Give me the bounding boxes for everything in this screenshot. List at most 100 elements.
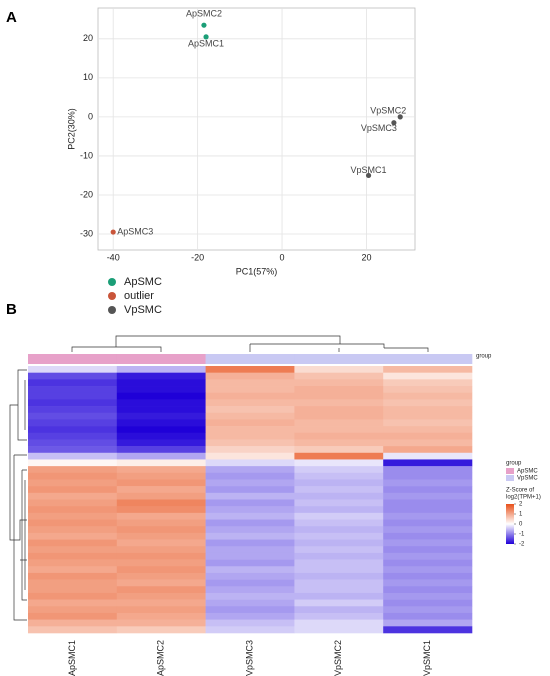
heatmap-cell [294, 459, 384, 467]
heatmap-cell [28, 366, 118, 373]
heatmap-cell [28, 472, 118, 480]
heatmap-cell [205, 526, 295, 534]
heatmap-cell [116, 546, 206, 554]
heatmap-cell [383, 406, 473, 414]
heatmap-cell [205, 406, 295, 414]
column-label: VpSMC1 [422, 640, 432, 676]
y-tick-label: 0 [88, 111, 93, 121]
legend-dot [108, 306, 116, 314]
heatmap-cell [205, 432, 295, 440]
heatmap-cell [205, 412, 295, 420]
colorbar-title: Z-Score of [506, 488, 534, 494]
heatmap-cell [383, 379, 473, 387]
heatmap-cell [28, 506, 118, 514]
heatmap-cell [28, 479, 118, 487]
heatmap-cell [294, 546, 384, 554]
heatmap-cell [294, 372, 384, 380]
heatmap-cell [205, 486, 295, 494]
heatmap-cell [116, 566, 206, 574]
colorbar [506, 504, 514, 544]
legend-swatch [506, 468, 514, 474]
heatmap-cell [116, 399, 206, 407]
point [365, 172, 372, 179]
heatmap-cell [383, 592, 473, 600]
heatmap-cell [205, 532, 295, 540]
heatmap-cell [294, 566, 384, 574]
point [203, 34, 209, 40]
heatmap-cell [383, 432, 473, 440]
colorbar-title: log2(TPM+1) [506, 495, 541, 501]
heatmap-cell [383, 539, 473, 547]
colorbar-tick-label: -1 [519, 532, 525, 538]
heatmap-cell [28, 579, 118, 587]
heatmap-cell [383, 552, 473, 560]
heatmap-cell [116, 366, 206, 373]
heatmap-cell [205, 466, 295, 474]
heatmap-cell [294, 486, 384, 494]
heatmap-cell [294, 592, 384, 600]
heatmap-cell [116, 492, 206, 500]
heatmap-cell [116, 526, 206, 534]
heatmap-cell [383, 579, 473, 587]
heatmap-cell [383, 392, 473, 400]
heatmap-cell [28, 512, 118, 520]
heatmap-cell [294, 492, 384, 500]
heatmap-cell [294, 366, 384, 373]
heatmap-cell [116, 506, 206, 514]
heatmap-cell [205, 626, 295, 634]
heatmap-cell [205, 379, 295, 387]
heatmap-cell [383, 486, 473, 494]
heatmap-cell [116, 379, 206, 387]
heatmap-cell [28, 566, 118, 574]
heatmap-cell [205, 419, 295, 427]
legend-swatch [506, 475, 514, 481]
heatmap-cell [294, 406, 384, 414]
heatmap-cell [116, 619, 206, 627]
heatmap-cell [116, 419, 206, 427]
heatmap-cell [294, 499, 384, 507]
heatmap-cell [294, 432, 384, 440]
heatmap-cell [294, 419, 384, 427]
legend-dot [108, 292, 116, 300]
heatmap-cell [383, 506, 473, 514]
heatmap-cell [205, 499, 295, 507]
heatmap-cell [28, 599, 118, 607]
heatmap-cell [294, 579, 384, 587]
heatmap-cell [205, 506, 295, 514]
legend-dot [108, 278, 116, 286]
annotation-title: group [476, 354, 492, 360]
heatmap-cell [116, 466, 206, 474]
heatmap-cell [205, 459, 295, 467]
heatmap-cell [116, 552, 206, 560]
legend-label: ApSMC [517, 469, 538, 475]
heatmap-cell [205, 539, 295, 547]
x-tick-label: 20 [361, 252, 371, 262]
annotation-cell [205, 354, 295, 364]
heatmap-cell [205, 519, 295, 527]
heatmap-cell [205, 492, 295, 500]
column-label: VpSMC2 [333, 640, 343, 676]
heatmap-cell [383, 619, 473, 627]
heatmap-cell [116, 519, 206, 527]
legend-label: outlier [124, 290, 154, 302]
heatmap-cell [28, 586, 118, 594]
heatmap-cell [205, 612, 295, 620]
heatmap-cell [383, 626, 473, 634]
heatmap-cell [294, 446, 384, 454]
heatmap-cell [205, 392, 295, 400]
heatmap-cell [116, 586, 206, 594]
heatmap-cell [383, 526, 473, 534]
heatmap-cell [28, 406, 118, 414]
heatmap-cell [116, 386, 206, 393]
x-tick-label: -40 [107, 252, 120, 262]
heatmap-cell [205, 546, 295, 554]
heatmap-cell [205, 452, 295, 460]
heatmap-cell [28, 392, 118, 400]
heatmap-cell [28, 399, 118, 407]
heatmap-cell [383, 446, 473, 454]
heatmap-cell [116, 532, 206, 540]
annotation-cell [294, 354, 384, 364]
heatmap-cell [28, 519, 118, 527]
heatmap-cell [28, 486, 118, 494]
